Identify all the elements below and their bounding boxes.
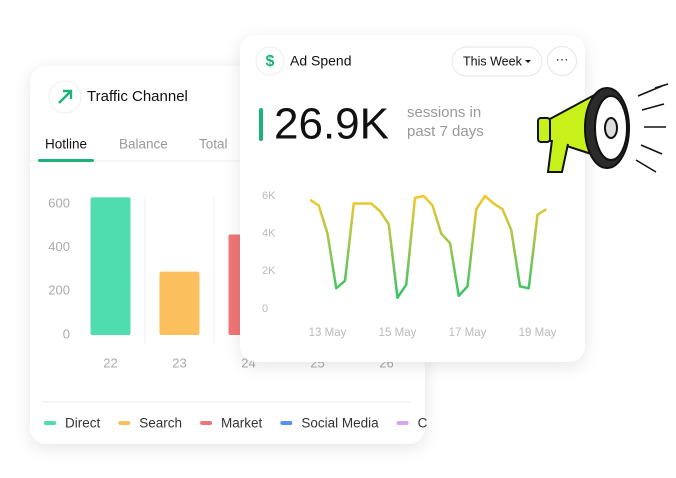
y-tick-label: 6K bbox=[262, 190, 276, 202]
icon: $ bbox=[266, 53, 275, 70]
line bbox=[309, 194, 547, 299]
caption: past 7 days bbox=[407, 123, 484, 140]
caret bbox=[525, 60, 531, 63]
tab[interactable]: Hotline bbox=[45, 137, 87, 152]
icon-bg bbox=[255, 46, 285, 76]
legend-swatch bbox=[396, 421, 409, 425]
caption: sessions in bbox=[407, 104, 481, 121]
bar bbox=[90, 197, 131, 335]
more-icon: ··· bbox=[556, 51, 569, 66]
y-tick-label: 400 bbox=[48, 239, 70, 254]
ad-card: $ Ad Spend This Week ··· 26.9K sessions … bbox=[240, 35, 585, 362]
legend-label: Market bbox=[221, 416, 263, 431]
legend-label: C bbox=[418, 416, 428, 431]
period-label: This Week bbox=[463, 54, 523, 68]
x-tick-label: 22 bbox=[103, 355, 117, 370]
legend-swatch bbox=[200, 421, 213, 425]
legend-swatch bbox=[118, 421, 131, 425]
tab[interactable]: Balance bbox=[119, 137, 168, 152]
y-tick-label: 600 bbox=[48, 195, 70, 210]
x-tick-label: 23 bbox=[172, 355, 186, 370]
y-tick-label: 0 bbox=[63, 326, 70, 341]
card-title: Traffic Channel bbox=[87, 88, 188, 105]
icon bbox=[58, 89, 73, 104]
y-tick-label: 0 bbox=[262, 303, 268, 315]
y-tick-label: 4K bbox=[262, 228, 276, 240]
tab-indicator bbox=[38, 159, 94, 162]
card-title: Ad Spend bbox=[290, 53, 352, 69]
period-dropdown[interactable] bbox=[451, 46, 543, 77]
legend-swatch bbox=[280, 421, 293, 425]
x-tick-label: 15 May bbox=[379, 327, 417, 339]
x-tick-label: 17 May bbox=[449, 327, 487, 339]
megaphone bbox=[537, 83, 669, 173]
more-button[interactable] bbox=[547, 46, 577, 76]
legend-label: Social Media bbox=[301, 416, 379, 431]
x-tick-label: 13 May bbox=[309, 327, 347, 339]
bar bbox=[159, 271, 200, 335]
headline: 26.9K bbox=[274, 100, 389, 149]
legend-label: Search bbox=[139, 416, 182, 431]
x-tick-label: 19 May bbox=[519, 327, 557, 339]
y-tick-label: 2K bbox=[262, 265, 276, 277]
legend-swatch bbox=[44, 421, 56, 425]
accent-bar bbox=[259, 108, 263, 141]
card bbox=[240, 35, 585, 362]
y-tick-label: 200 bbox=[48, 283, 70, 298]
tab[interactable]: Total bbox=[199, 137, 228, 152]
legend-label: Direct bbox=[65, 416, 101, 431]
